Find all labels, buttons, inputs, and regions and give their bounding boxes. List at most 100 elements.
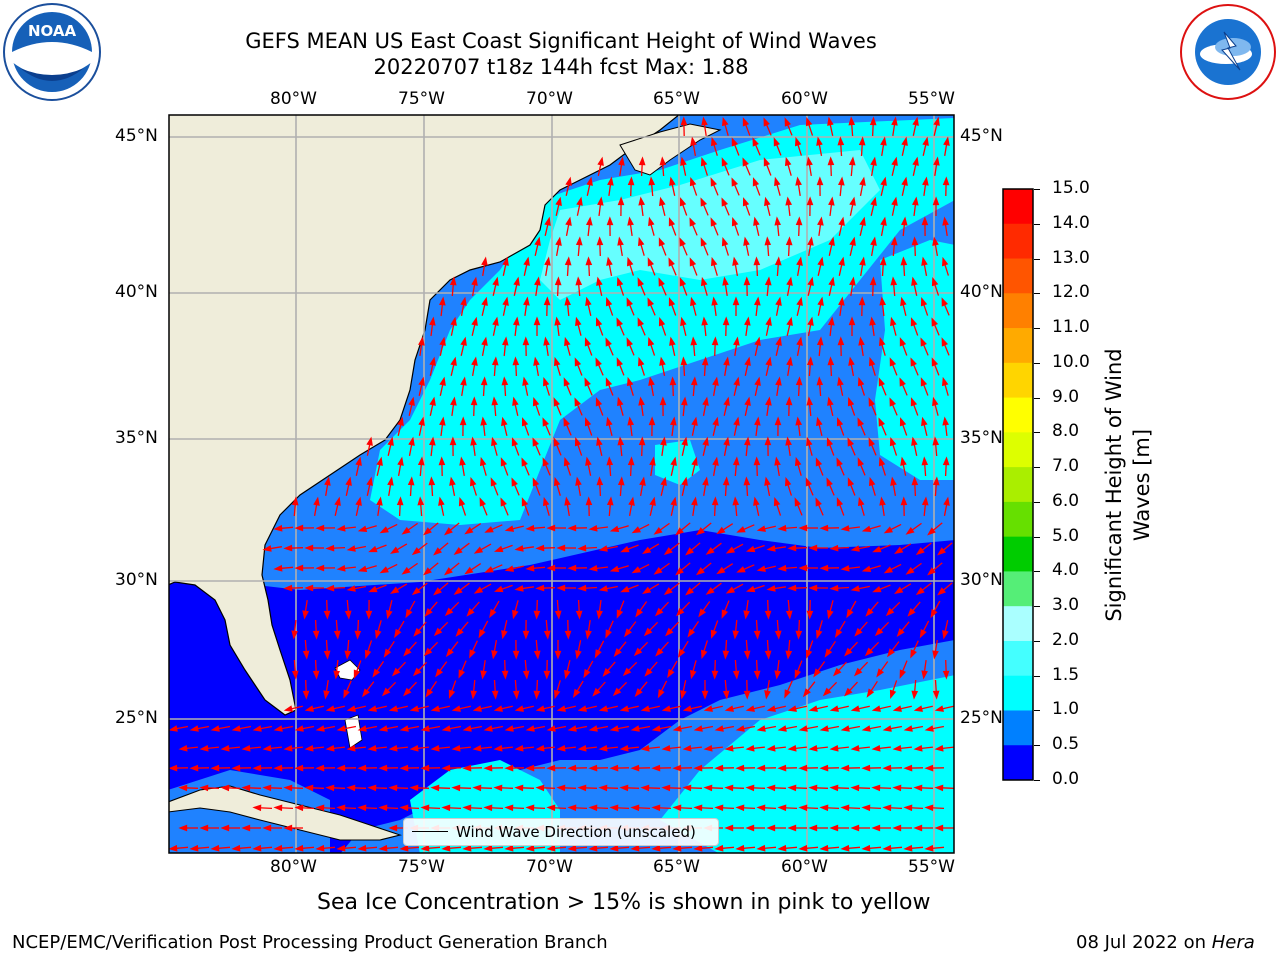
wind-wave-arrow-head xyxy=(859,216,866,226)
wind-wave-arrow-head xyxy=(546,564,556,572)
wind-wave-arrow-head xyxy=(336,764,346,772)
wind-wave-arrow-head xyxy=(638,396,645,406)
wind-wave-arrow-head xyxy=(752,137,759,147)
wind-wave-arrow-head xyxy=(815,457,823,467)
wind-wave-arrow-head xyxy=(525,725,535,732)
wind-wave-arrow-head xyxy=(542,417,550,427)
wind-wave-arrow-head xyxy=(714,844,724,852)
colorbar-tick-mark xyxy=(1034,536,1040,538)
wind-wave-arrow-head xyxy=(609,844,619,852)
wind-wave-arrow-head xyxy=(774,216,781,226)
wind-wave-arrow-head xyxy=(262,784,272,792)
wind-wave-arrow-head xyxy=(544,216,551,226)
wind-wave-arrow-head xyxy=(367,744,377,752)
wind-wave-arrow-head xyxy=(273,725,283,732)
wind-wave-arrow-head xyxy=(661,784,671,792)
wind-wave-arrow-head xyxy=(819,564,829,572)
wind-wave-arrow-head xyxy=(336,725,346,732)
wind-wave-arrow-head xyxy=(627,416,635,426)
wind-wave-arrow-head xyxy=(819,844,829,852)
wind-wave-arrow-head xyxy=(357,844,367,852)
wind-wave-arrow-head xyxy=(597,196,604,206)
colorbar-tick-label: 5.0 xyxy=(1052,525,1080,546)
wind-wave-arrow-head xyxy=(667,668,675,679)
wind-wave-arrow-head xyxy=(448,689,456,699)
wind-wave-arrow-head xyxy=(459,456,466,466)
wind-wave-arrow-head xyxy=(627,456,635,466)
wind-wave-arrow-head xyxy=(430,705,440,712)
wind-wave-arrow-head xyxy=(827,156,835,166)
wind-wave-arrow-head xyxy=(564,669,571,680)
wind-wave-arrow-head xyxy=(336,524,346,532)
wind-wave-arrow-head xyxy=(169,764,178,772)
wind-wave-arrow-head xyxy=(577,544,587,552)
colorbar-tick-mark xyxy=(1034,675,1040,677)
wind-wave-arrow-head xyxy=(376,496,383,506)
wind-wave-arrow-head xyxy=(774,416,782,426)
wind-wave-arrow-head xyxy=(511,437,519,447)
wind-wave-arrow-head xyxy=(745,545,756,553)
wind-wave-arrow-head xyxy=(826,477,833,487)
wind-wave-arrow-head xyxy=(941,337,949,347)
wind-wave-arrow-head xyxy=(732,496,740,506)
wind-wave-arrow-head xyxy=(743,650,751,660)
wind-wave-arrow-head xyxy=(564,296,572,306)
wind-wave-arrow-head xyxy=(808,705,818,712)
wind-wave-arrow-head xyxy=(795,216,803,226)
wind-wave-arrow-head xyxy=(735,804,745,812)
wind-wave-arrow-head xyxy=(241,744,251,752)
wind-wave-arrow-head xyxy=(525,524,535,532)
wind-wave-arrow-head xyxy=(445,648,454,658)
wind-wave-arrow-head xyxy=(775,296,782,306)
wind-wave-arrow-head xyxy=(915,547,925,556)
wind-wave-arrow-head xyxy=(903,804,913,812)
wind-wave-arrow-head xyxy=(690,296,697,307)
wind-wave-arrow-head xyxy=(829,544,839,552)
wind-wave-arrow-head xyxy=(546,524,556,532)
wind-wave-arrow-head xyxy=(732,296,740,306)
wind-wave-arrow-head xyxy=(756,525,766,532)
wind-wave-arrow-head xyxy=(927,527,936,536)
wind-wave-arrow-head xyxy=(634,688,643,698)
wind-wave-arrow-head xyxy=(514,744,524,752)
wind-wave-arrow-head xyxy=(391,667,401,677)
wind-wave-arrow-head xyxy=(533,690,541,700)
wind-wave-arrow-head xyxy=(883,526,894,534)
wind-wave-arrow-head xyxy=(886,648,895,658)
lat-tick-right-25n: 25°N xyxy=(960,708,1003,728)
ocean-peak-band-north xyxy=(540,150,880,300)
wind-wave-arrow-head xyxy=(756,764,766,772)
wind-wave-arrow-head xyxy=(773,496,781,507)
wind-wave-arrow-head xyxy=(464,526,474,535)
wind-wave-arrow-head xyxy=(753,256,761,266)
wind-wave-arrow-head xyxy=(819,764,829,772)
wind-wave-arrow-head xyxy=(283,784,293,792)
wind-wave-arrow-head xyxy=(532,437,540,447)
wind-wave-arrow-head xyxy=(644,667,653,677)
wind-wave-arrow-head xyxy=(584,417,592,427)
wind-wave-arrow-head xyxy=(441,764,451,772)
wind-wave-arrow-head xyxy=(921,416,928,427)
wind-wave-arrow-head xyxy=(459,416,467,426)
wind-wave-arrow-head xyxy=(598,585,608,592)
wind-wave-arrow-head xyxy=(513,276,520,286)
wind-wave-arrow-head xyxy=(325,784,335,792)
wind-wave-arrow-head xyxy=(346,744,356,752)
wind-wave-arrow-head xyxy=(679,237,686,247)
wind-wave-arrow-head xyxy=(932,236,939,246)
wind-wave-arrow-head xyxy=(796,336,803,346)
wind-wave-arrow-head xyxy=(262,744,272,752)
wind-wave-arrow-head xyxy=(535,744,545,752)
wind-wave-arrow-head xyxy=(390,586,400,594)
wind-wave-arrow-head xyxy=(880,136,887,146)
wind-wave-arrow-head xyxy=(252,804,262,812)
wind-wave-arrow-head xyxy=(850,585,860,592)
wind-wave-arrow-head xyxy=(241,824,251,832)
wind-wave-arrow-head xyxy=(786,276,793,286)
wind-wave-arrow-head xyxy=(491,650,498,660)
wind-wave-arrow-head xyxy=(913,705,923,712)
wind-wave-arrow-head xyxy=(470,396,478,406)
wind-wave-arrow-head xyxy=(633,647,643,657)
wind-wave-arrow-head xyxy=(942,416,950,426)
wind-wave-arrow-head xyxy=(764,650,772,660)
